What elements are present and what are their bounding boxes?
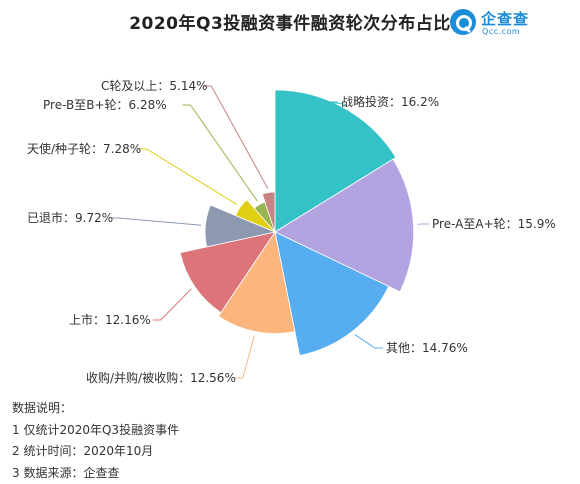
slice-label: 收购/并购/被收购：12.56% xyxy=(86,370,236,385)
rose-pie-chart: 战略投资：16.2% Pre-A至A+轮：15.9% 其他：14.76% 收购/并购/… xyxy=(0,0,580,400)
leader-line xyxy=(183,105,258,201)
leader-line xyxy=(153,289,192,320)
slice-label: 上市：12.16% xyxy=(69,312,151,327)
slice-label: Pre-B至B+轮：6.28% xyxy=(43,98,167,112)
slice-label: 天使/种子轮：7.28% xyxy=(27,141,141,156)
leader-line xyxy=(111,218,202,225)
slice-label: Pre-A至A+轮：15.9% xyxy=(432,217,556,231)
slice-label: C轮及以上：5.14% xyxy=(101,79,208,93)
leader-line xyxy=(355,335,383,348)
data-notes: 数据说明： 1 仅统计2020年Q3投融资事件 2 统计时间：2020年10月 … xyxy=(12,398,179,484)
leader-line xyxy=(139,149,237,205)
notes-heading: 数据说明： xyxy=(12,398,179,420)
notes-line-2: 2 统计时间：2020年10月 xyxy=(12,441,179,463)
notes-line-3: 3 数据来源：企查查 xyxy=(12,463,179,484)
pie-slices xyxy=(180,90,414,356)
slice-label: 其他：14.76% xyxy=(386,341,468,355)
slice-label: 已退市：9.72% xyxy=(27,210,113,225)
leader-line xyxy=(235,336,255,379)
notes-line-1: 1 仅统计2020年Q3投融资事件 xyxy=(12,420,179,442)
slice-label: 战略投资：16.2% xyxy=(341,94,439,109)
